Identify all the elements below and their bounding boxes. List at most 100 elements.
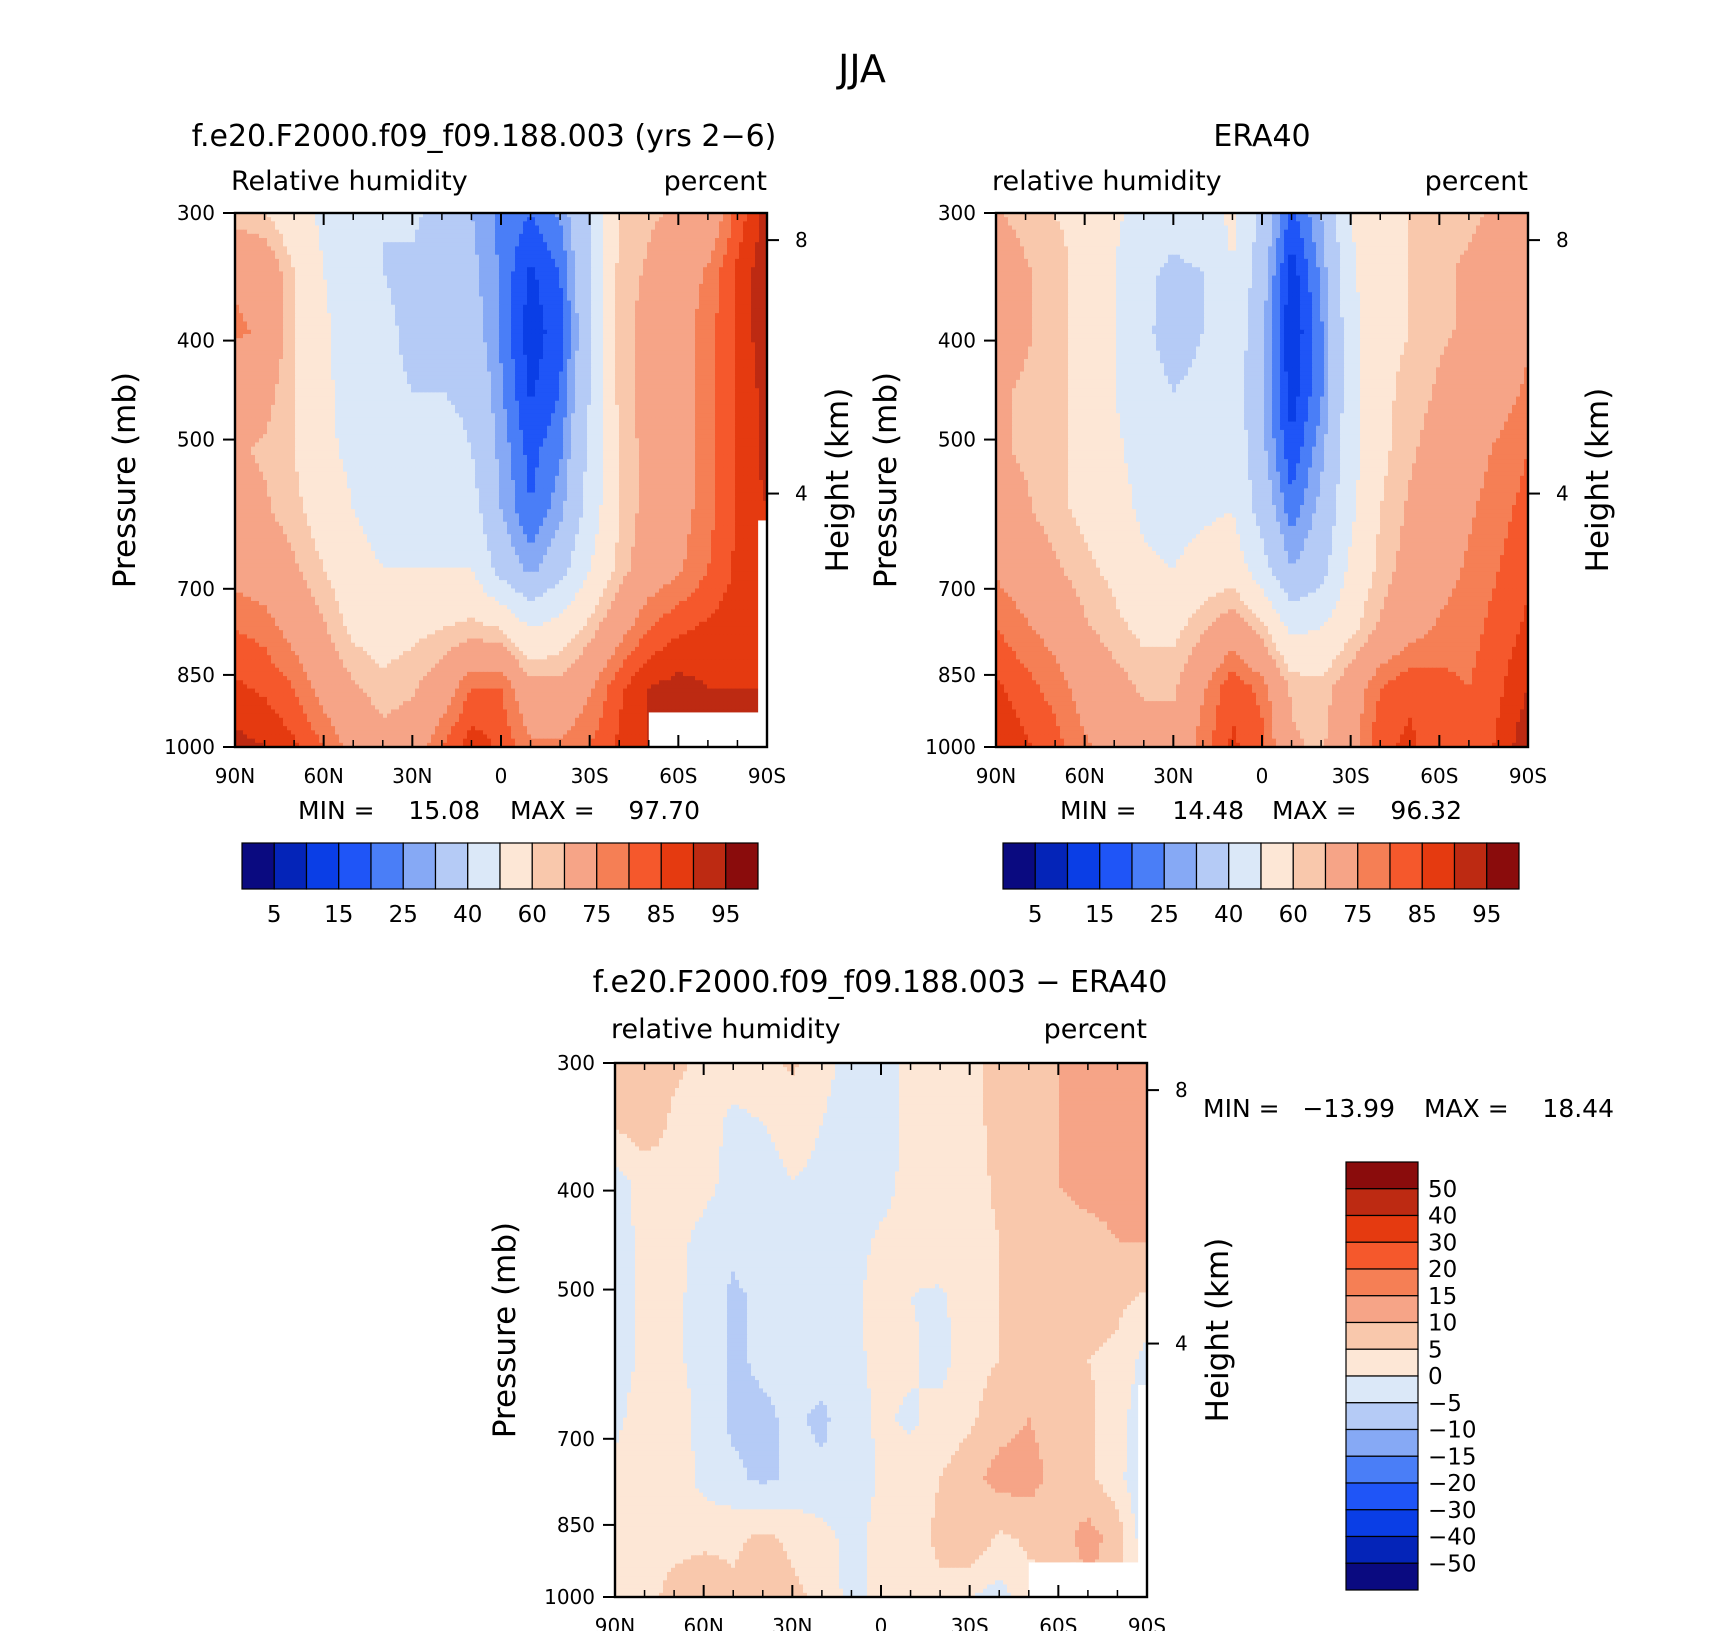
field-cell bbox=[759, 363, 764, 368]
field-cell bbox=[347, 292, 352, 298]
field-cell bbox=[507, 329, 512, 335]
field-cell bbox=[275, 325, 280, 331]
field-cell bbox=[499, 329, 504, 335]
field-cell bbox=[691, 258, 696, 264]
field-cell bbox=[451, 354, 456, 360]
field-cell bbox=[351, 350, 356, 356]
field-cell bbox=[519, 321, 524, 327]
field-cell bbox=[759, 304, 764, 310]
field-cell bbox=[555, 233, 560, 239]
field-cell bbox=[703, 254, 708, 260]
field-cell bbox=[651, 338, 656, 343]
field-cell bbox=[323, 363, 328, 368]
field-cell bbox=[475, 225, 480, 231]
field-cell bbox=[655, 254, 660, 260]
field-cell bbox=[395, 283, 400, 289]
field-cell bbox=[327, 342, 332, 348]
field-cell bbox=[567, 258, 572, 264]
field-cell bbox=[379, 242, 384, 247]
field-cell bbox=[387, 229, 392, 235]
field-cell bbox=[719, 321, 724, 327]
field-cell bbox=[711, 233, 716, 239]
field-cell bbox=[443, 254, 448, 260]
field-cell bbox=[291, 296, 296, 302]
field-cell bbox=[715, 213, 720, 218]
field-cell bbox=[283, 367, 288, 373]
field-cell bbox=[551, 321, 556, 327]
field-cell bbox=[283, 313, 288, 318]
field-cell bbox=[715, 321, 720, 327]
field-cell bbox=[631, 363, 636, 368]
field-cell bbox=[403, 317, 408, 323]
field-cell bbox=[643, 363, 648, 368]
field-cell bbox=[591, 267, 596, 272]
field-cell bbox=[735, 325, 740, 331]
field-cell bbox=[335, 229, 340, 235]
field-cell bbox=[347, 217, 352, 222]
field-cell bbox=[455, 350, 460, 356]
field-cell bbox=[571, 304, 576, 310]
field-cell bbox=[371, 275, 376, 281]
field-cell bbox=[615, 233, 620, 239]
field-cell bbox=[719, 288, 724, 293]
field-cell bbox=[307, 221, 312, 227]
field-cell bbox=[491, 225, 496, 231]
field-cell bbox=[751, 254, 756, 260]
field-cell bbox=[559, 350, 564, 356]
field-cell bbox=[319, 346, 324, 352]
field-cell bbox=[307, 292, 312, 298]
field-cell bbox=[575, 354, 580, 360]
field-cell bbox=[475, 283, 480, 289]
field-cell bbox=[651, 296, 656, 302]
field-cell bbox=[359, 229, 364, 235]
field-cell bbox=[483, 213, 488, 218]
field-cell bbox=[343, 275, 348, 281]
field-cell bbox=[635, 213, 640, 218]
field-cell bbox=[623, 292, 628, 298]
field-cell bbox=[311, 333, 316, 339]
field-cell bbox=[395, 342, 400, 348]
field-cell bbox=[723, 296, 728, 302]
field-cell bbox=[511, 325, 516, 331]
field-cell bbox=[239, 288, 244, 293]
field-cell bbox=[747, 229, 752, 235]
field-cell bbox=[359, 367, 364, 373]
field-cell bbox=[687, 288, 692, 293]
field-cell bbox=[707, 246, 712, 252]
field-cell bbox=[743, 217, 748, 222]
field-cell bbox=[571, 313, 576, 318]
field-cell bbox=[247, 233, 252, 239]
field-cell bbox=[287, 254, 292, 260]
field-cell bbox=[407, 225, 412, 231]
field-cell bbox=[267, 308, 272, 314]
field-cell bbox=[587, 275, 592, 281]
field-cell bbox=[375, 267, 380, 272]
field-cell bbox=[387, 254, 392, 260]
field-cell bbox=[271, 217, 276, 222]
field-cell bbox=[739, 308, 744, 314]
field-cell bbox=[331, 279, 336, 285]
field-cell bbox=[275, 342, 280, 348]
field-cell bbox=[323, 325, 328, 331]
field-cell bbox=[375, 296, 380, 302]
field-cell bbox=[547, 313, 552, 318]
field-cell bbox=[739, 363, 744, 368]
field-cell bbox=[271, 313, 276, 318]
field-cell bbox=[543, 263, 548, 268]
field-cell bbox=[323, 346, 328, 352]
field-cell bbox=[547, 300, 552, 306]
field-cell bbox=[711, 213, 716, 218]
field-cell bbox=[291, 254, 296, 260]
field-cell bbox=[567, 221, 572, 227]
field-cell bbox=[455, 300, 460, 306]
field-cell bbox=[399, 246, 404, 252]
field-cell bbox=[591, 288, 596, 293]
field-cell bbox=[743, 304, 748, 310]
field-cell bbox=[331, 313, 336, 318]
field-cell bbox=[551, 325, 556, 331]
field-cell bbox=[519, 221, 524, 227]
field-cell bbox=[639, 279, 644, 285]
field-cell bbox=[283, 300, 288, 306]
field-cell bbox=[583, 338, 588, 343]
field-cell bbox=[415, 329, 420, 335]
